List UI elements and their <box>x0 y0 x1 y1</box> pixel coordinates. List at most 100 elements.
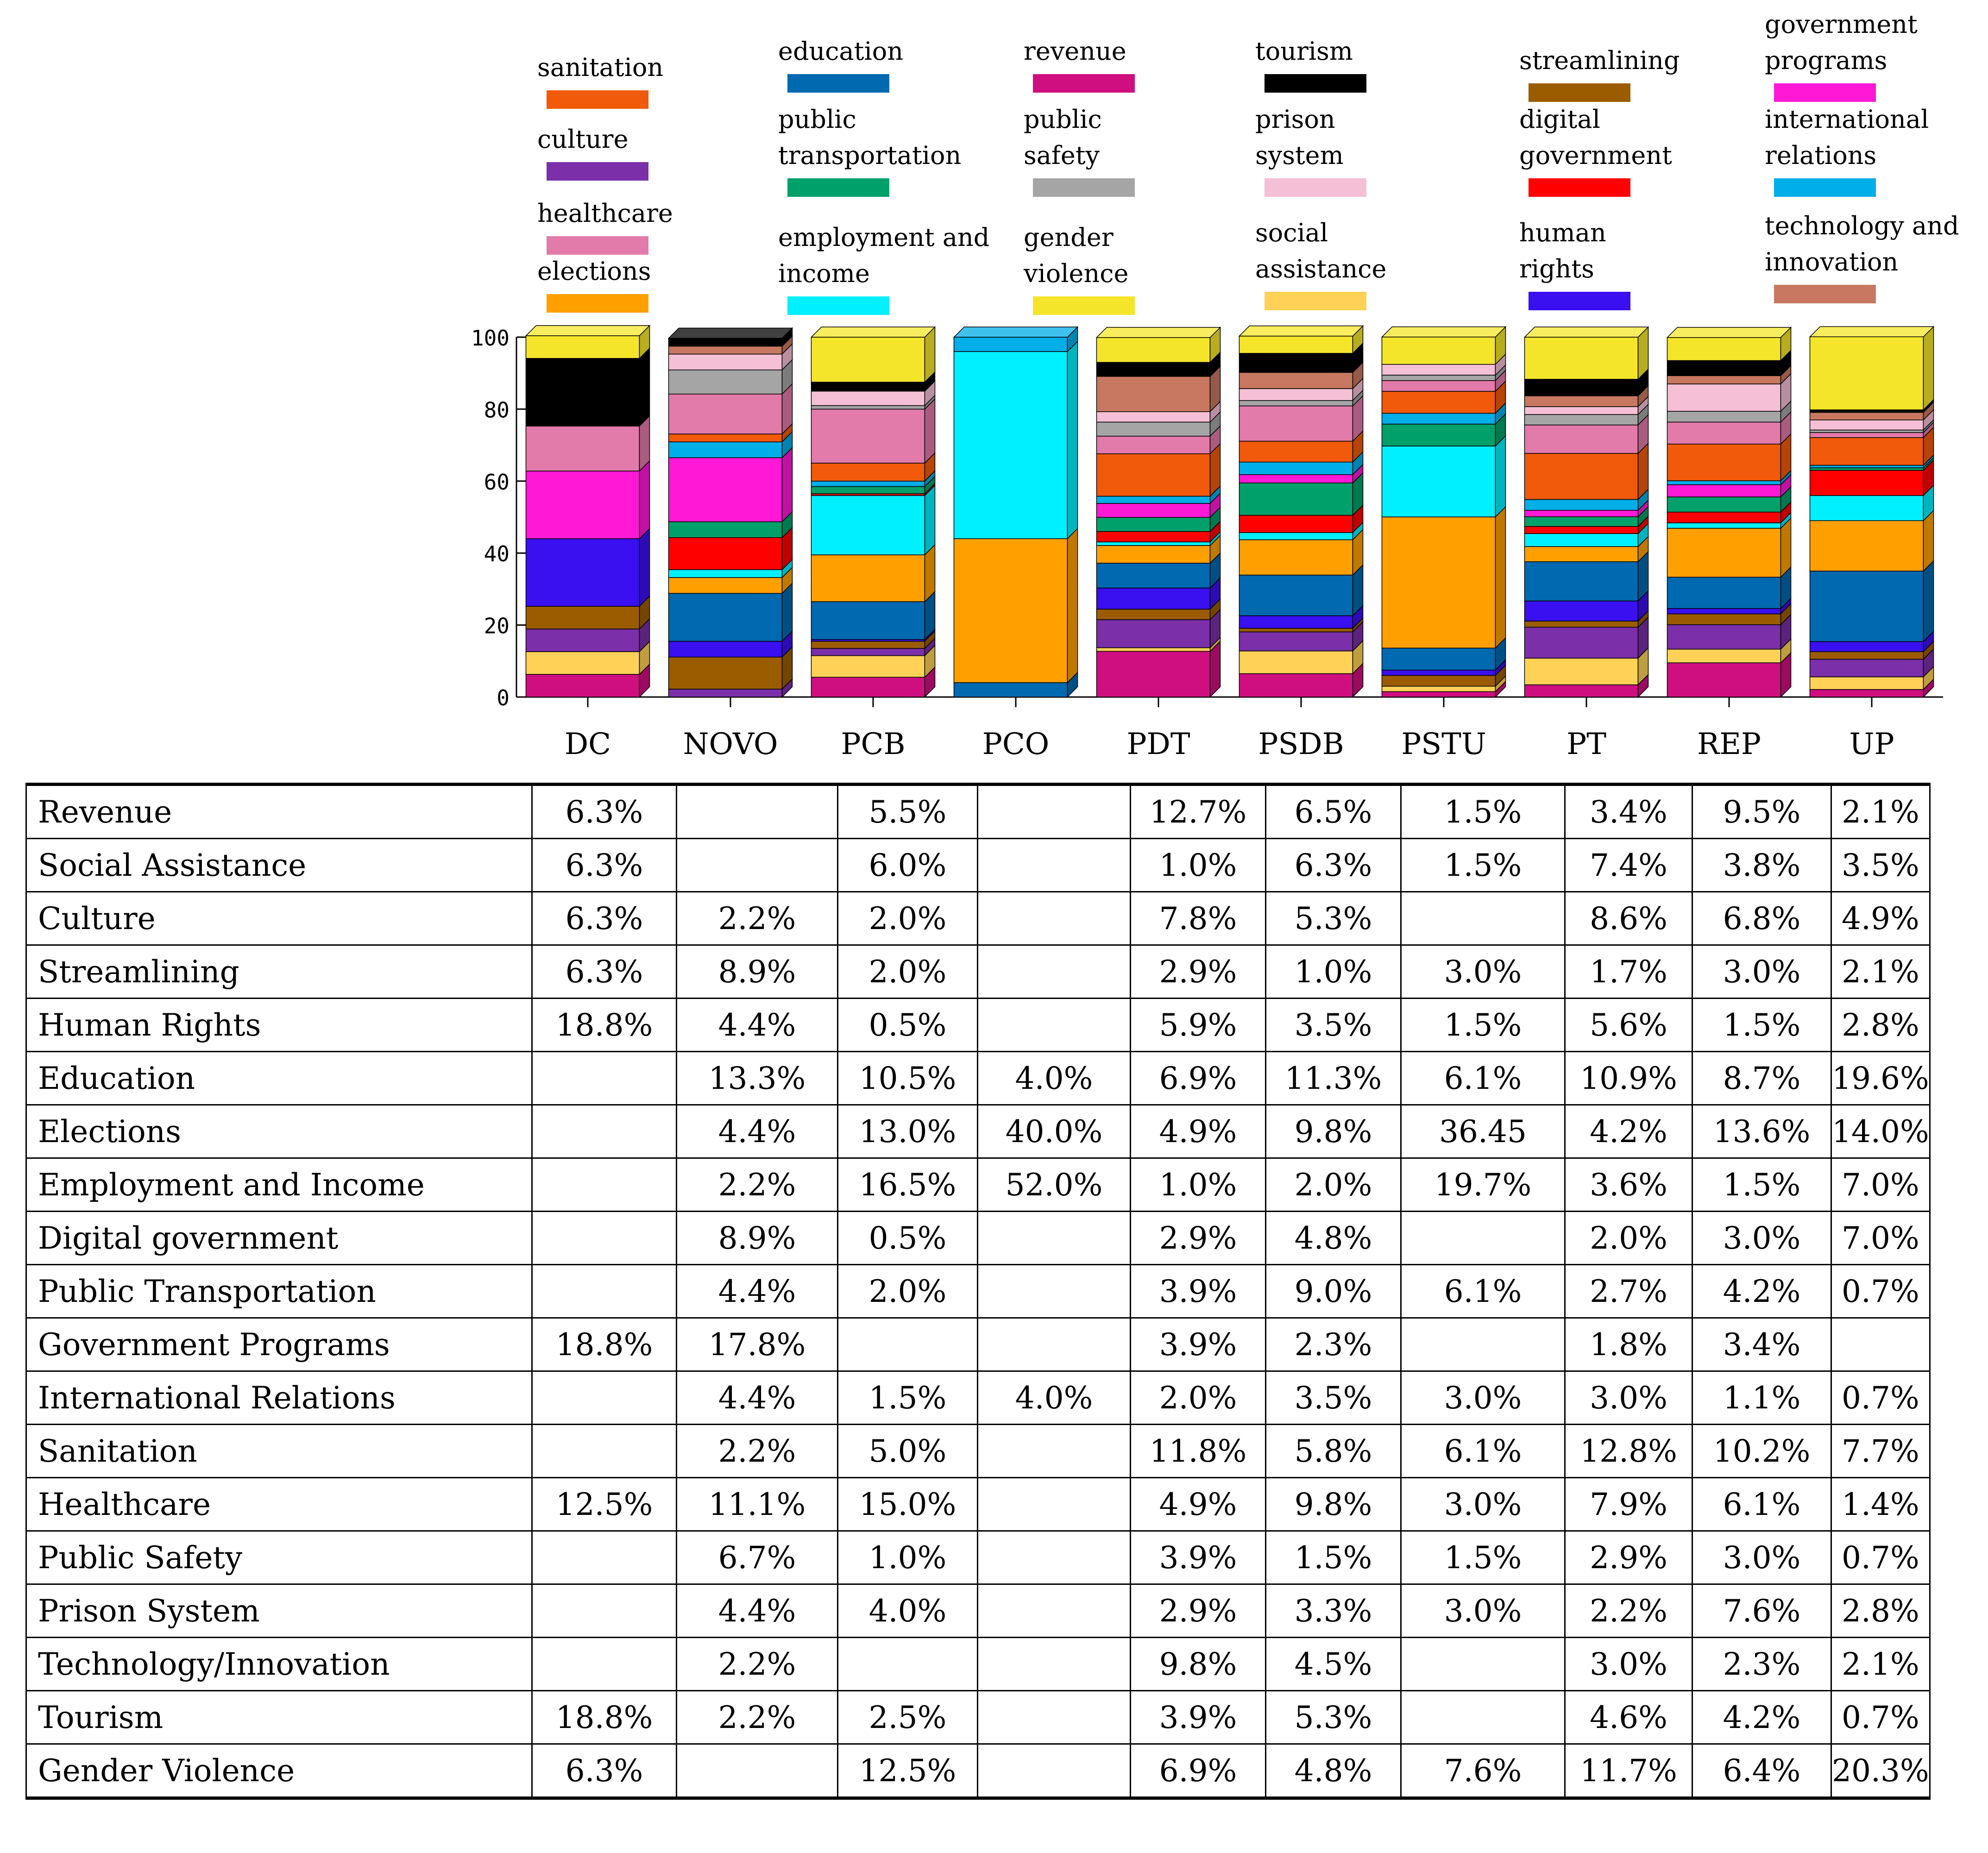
bar-segment-psdb-digital-government <box>1239 515 1353 533</box>
row-label: Healthcare <box>25 1477 533 1532</box>
bar-segment-dc-healthcare <box>525 426 640 471</box>
legend-label-social-assistance: social assistance <box>1255 218 1387 283</box>
table-cell-rep: 3.8% <box>1692 838 1832 892</box>
bar-psdb <box>1238 325 1364 698</box>
bar-segment-pcb-healthcare-side <box>924 398 936 464</box>
row-label: Gender Violence <box>25 1743 533 1799</box>
table-cell-up: 19.6% <box>1831 1051 1931 1106</box>
table-cell-pt: 3.0% <box>1564 1370 1693 1425</box>
bar-top-pco <box>953 327 1079 338</box>
bar-pdt <box>1095 326 1221 698</box>
bar-segment-pt-tourism <box>1524 379 1639 396</box>
bar-segment-pt-elections <box>1524 546 1639 562</box>
table-cell-psdb: 5.8% <box>1265 1424 1402 1478</box>
table-cell-pcb: 12.5% <box>837 1743 978 1799</box>
table-cell-pstu: 3.0% <box>1400 1583 1566 1638</box>
y-tick-label: 40 <box>484 541 510 566</box>
table-cell-pdt: 2.0% <box>1130 1370 1266 1425</box>
row-label: Human Rights <box>25 998 533 1052</box>
bar-pt <box>1523 326 1649 698</box>
table-row: Revenue 6.3% 5.5% 12.7% 6.5% 1.5% 3.4% 9.5% 2.1% <box>25 784 1931 839</box>
bar-top-rep <box>1666 327 1792 338</box>
bar-segment-psdb-public-safety <box>1239 400 1353 407</box>
legend-label-employment-income: employment and income <box>778 223 990 288</box>
legend-label-public-safety: public safety <box>1024 105 1102 170</box>
table-cell-pdt: 9.8% <box>1130 1637 1266 1691</box>
bar-segment-rep-culture <box>1667 624 1781 650</box>
bar-segment-psdb-public-transportation <box>1239 482 1353 516</box>
table-cell-pstu: 3.0% <box>1400 1370 1566 1425</box>
table-cell-dc <box>531 1051 677 1106</box>
bar-segment-pcb-sanitation <box>811 463 925 482</box>
table-cell-pstu: 7.6% <box>1400 1743 1566 1799</box>
row-label: Employment and Income <box>25 1157 533 1212</box>
table-cell-pco <box>977 1424 1131 1478</box>
table-cell-pco <box>977 1690 1131 1745</box>
y-tick-label: 80 <box>484 397 510 422</box>
table-cell-dc <box>531 1530 677 1585</box>
bar-segment-psdb-international-relations <box>1239 461 1353 475</box>
bar-segment-up-healthcare <box>1809 432 1924 438</box>
legend-swatch-public-safety <box>1033 178 1135 197</box>
table-cell-pco <box>977 784 1131 839</box>
x-tick-label-pt: PT <box>1566 727 1606 761</box>
bar-segment-psdb-tourism <box>1239 353 1353 373</box>
bar-segment-novo-employment-income <box>668 569 783 578</box>
table-cell-pdt: 2.9% <box>1130 1583 1266 1638</box>
table-row: Gender Violence 6.3% 12.5% 6.9% 4.8% 7.6% 11.7… <box>25 1743 1931 1799</box>
bar-segment-pdt-international-relations <box>1096 496 1211 504</box>
bar-top-novo <box>667 327 793 339</box>
x-tick-label-pco: PCO <box>982 727 1050 761</box>
bar-segment-dc-government-programs-side <box>639 460 650 540</box>
bar-segment-pdt-public-transportation <box>1096 517 1211 532</box>
table-cell-pco <box>977 891 1131 946</box>
table-cell-psdb: 3.5% <box>1265 998 1402 1052</box>
table-cell-psdb: 9.8% <box>1265 1104 1402 1159</box>
table-cell-psdb: 3.3% <box>1265 1583 1402 1638</box>
bar-segment-psdb-streamlining <box>1239 628 1353 633</box>
table-row: Human Rights 18.8% 4.4% 0.5% 5.9% 3.5% 1.5% 5.6… <box>25 998 1931 1052</box>
table-row: Public Safety 6.7% 1.0% 3.9% 1.5% 1.5% 2.9% 3.0… <box>25 1530 1931 1585</box>
bar-segment-dc-tourism-side <box>639 347 650 427</box>
table-cell-rep: 3.4% <box>1692 1317 1832 1372</box>
bar-segment-pdt-public-safety <box>1096 421 1211 437</box>
table-cell-pt: 5.6% <box>1564 998 1693 1052</box>
bar-segment-dc-gender-violence <box>525 335 640 359</box>
legend-swatch-social-assistance <box>1265 292 1366 310</box>
legend-label-elections: elections <box>537 257 651 286</box>
bar-segment-novo-elections <box>668 577 783 594</box>
table-cell-pdt: 7.8% <box>1130 891 1266 946</box>
bar-segment-psdb-prison-system <box>1239 388 1353 401</box>
table-cell-psdb: 9.0% <box>1265 1264 1402 1319</box>
bar-segment-pstu-sanitation <box>1381 391 1496 414</box>
table-cell-pstu: 1.5% <box>1400 1530 1566 1585</box>
bar-segment-dc-human-rights <box>525 538 640 607</box>
bar-segment-pdt-elections <box>1096 545 1211 564</box>
table-cell-psdb: 4.5% <box>1265 1637 1402 1691</box>
table-cell-rep: 8.7% <box>1692 1051 1832 1106</box>
table-cell-dc: 6.3% <box>531 1743 677 1799</box>
table-cell-pdt: 3.9% <box>1130 1264 1266 1319</box>
table-row: Tourism 18.8% 2.2% 2.5% 3.9% 5.3% 4.6% 4.2% 0.7% <box>25 1690 1931 1745</box>
bar-segment-pt-social-assistance <box>1524 658 1639 685</box>
legend-swatch-streamlining <box>1529 83 1630 102</box>
table-cell-rep: 6.1% <box>1692 1477 1832 1532</box>
bar-segment-pdt-tourism <box>1096 362 1211 377</box>
y-tick-label: 60 <box>484 470 510 495</box>
bar-segment-pstu-prison-system <box>1381 364 1496 376</box>
table-cell-pcb: 0.5% <box>837 1211 978 1265</box>
table-cell-dc <box>531 1370 677 1425</box>
table-cell-dc <box>531 1583 677 1638</box>
bar-segment-pt-public-transportation <box>1524 516 1639 527</box>
bar-segment-novo-government-programs <box>668 457 783 522</box>
bar-segment-pstu-elections-side <box>1495 506 1506 649</box>
table-cell-rep: 4.2% <box>1692 1264 1832 1319</box>
bar-segment-novo-digital-government <box>668 537 783 570</box>
table-cell-pstu <box>1400 1317 1566 1372</box>
legend-label-sanitation: sanitation <box>537 53 664 82</box>
table-cell-pt: 4.2% <box>1564 1104 1693 1159</box>
table-cell-pstu: 1.5% <box>1400 784 1566 839</box>
table-cell-pco <box>977 1583 1131 1638</box>
table-cell-novo: 8.9% <box>676 1211 838 1265</box>
legend-label-prison-system: prison system <box>1255 105 1344 170</box>
